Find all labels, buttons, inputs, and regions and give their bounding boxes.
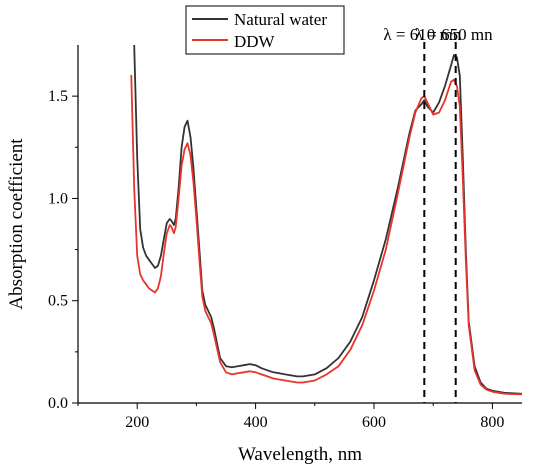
- vline-label: λ = 650 mn: [415, 25, 493, 44]
- x-tick-label: 600: [362, 414, 386, 431]
- x-tick-label: 200: [125, 414, 149, 431]
- y-tick-label: 1.5: [48, 88, 68, 105]
- vlines-group: λ = 610 mnλ = 650 mn: [383, 25, 493, 403]
- y-axis-label: Absorption coefficient: [6, 138, 27, 310]
- y-tick-label: 0.0: [48, 395, 68, 412]
- x-ticks: 200 400 600 800: [77, 403, 504, 431]
- y-tick-label: 1.0: [48, 190, 68, 207]
- x-axis-label: Wavelength, nm: [238, 444, 362, 465]
- legend-label-natural-water: Natural water: [234, 10, 327, 29]
- vline-label: λ = 610 mn: [383, 25, 461, 44]
- y-tick-label: 0.5: [48, 293, 68, 310]
- x-tick-label: 400: [244, 414, 268, 431]
- legend-box: [185, 5, 345, 55]
- legend-label-ddw: DDW: [234, 32, 276, 51]
- y-ticks: 0.0 0.5 1.0 1.5: [48, 88, 78, 412]
- series-group: [130, 45, 522, 396]
- x-tick-label: 800: [480, 414, 504, 431]
- series-line-ddw: [130, 74, 522, 396]
- legend: Natural water DDW: [185, 5, 345, 55]
